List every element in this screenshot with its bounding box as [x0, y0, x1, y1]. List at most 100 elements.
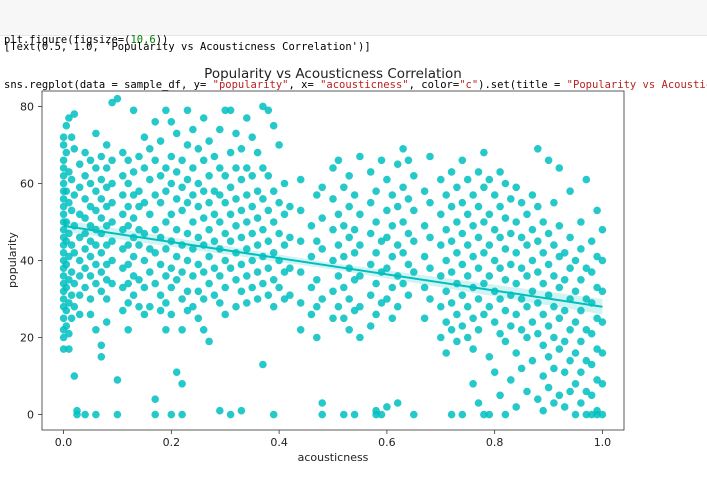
data-point — [259, 164, 267, 172]
data-point — [140, 310, 149, 319]
data-point — [480, 279, 488, 288]
data-point — [334, 302, 343, 311]
data-point — [59, 225, 68, 234]
data-point — [340, 222, 348, 230]
data-point — [178, 268, 186, 276]
data-point — [108, 156, 116, 165]
data-point — [102, 222, 111, 230]
regression-line — [63, 224, 603, 308]
data-point — [350, 306, 359, 315]
data-point — [226, 237, 235, 245]
data-point — [62, 322, 71, 330]
data-point — [129, 272, 138, 280]
data-point — [140, 283, 149, 292]
data-point — [70, 145, 79, 153]
y-tick-label: 40 — [20, 255, 34, 268]
data-point — [544, 156, 553, 165]
data-point — [496, 295, 504, 303]
data-point — [189, 245, 197, 253]
data-point — [437, 302, 445, 311]
data-point — [119, 283, 127, 292]
data-point — [507, 322, 515, 330]
data-point — [167, 179, 176, 188]
data-point — [539, 249, 547, 257]
data-point — [377, 156, 386, 165]
data-point — [474, 399, 483, 407]
data-point — [151, 410, 159, 419]
data-point — [237, 406, 246, 415]
data-point — [442, 225, 451, 234]
data-point — [189, 164, 197, 172]
data-point — [70, 302, 79, 311]
data-point — [507, 260, 515, 269]
data-point — [119, 225, 127, 234]
data-point — [62, 187, 71, 195]
data-point — [81, 229, 89, 238]
data-point — [151, 225, 159, 234]
data-point — [92, 410, 100, 419]
x-tick-label: 0.2 — [163, 436, 181, 449]
data-point — [366, 198, 375, 207]
data-point — [92, 187, 100, 195]
data-point — [65, 168, 73, 176]
data-point — [366, 168, 375, 176]
data-point — [151, 249, 159, 257]
data-point — [156, 260, 165, 269]
data-point — [490, 368, 499, 377]
data-point — [485, 272, 494, 280]
regression-line-path — [63, 224, 603, 308]
data-point — [183, 198, 192, 207]
data-point — [237, 260, 246, 269]
data-point — [463, 302, 472, 311]
data-point — [377, 299, 386, 307]
data-point — [67, 206, 76, 215]
data-point — [113, 376, 122, 384]
y-tick-label: 60 — [20, 177, 34, 190]
data-point — [108, 98, 116, 107]
data-point — [463, 210, 472, 219]
data-point — [560, 368, 569, 377]
data-point — [388, 191, 397, 199]
data-point — [248, 256, 256, 265]
data-point — [129, 252, 138, 261]
data-point — [67, 291, 76, 299]
code-cell[interactable]: plt.figure(figsize=(10,6)) sns.regplot(d… — [0, 0, 707, 91]
data-point — [372, 218, 380, 226]
data-point — [329, 225, 337, 234]
data-point — [81, 264, 89, 272]
data-point — [124, 179, 132, 188]
data-point — [70, 191, 79, 199]
data-point — [237, 175, 246, 184]
data-point — [243, 191, 251, 199]
data-point — [420, 222, 429, 230]
data-point — [598, 380, 607, 388]
data-point — [59, 179, 68, 188]
data-point — [458, 156, 467, 165]
code-token: sns.regplot(data = sample_df, y= — [4, 79, 213, 91]
data-point — [210, 210, 219, 219]
data-point — [517, 233, 526, 242]
data-point — [442, 318, 451, 326]
x-axis-ticks: 0.0 0.2 0.4 0.6 0.8 1.0 — [55, 430, 611, 449]
data-point — [199, 214, 208, 222]
data-point — [296, 237, 305, 245]
data-point — [65, 229, 73, 238]
data-point — [108, 198, 116, 207]
data-point — [437, 175, 445, 184]
data-point — [253, 268, 262, 276]
data-point — [544, 322, 553, 330]
data-point — [587, 329, 596, 338]
data-point — [129, 106, 138, 115]
code-token: ).set(title = — [478, 79, 567, 91]
code-line-1: plt.figure(figsize=(10,6)) — [4, 33, 707, 48]
data-point — [86, 272, 95, 280]
data-point — [528, 191, 537, 199]
data-point — [102, 202, 111, 211]
data-point — [286, 291, 294, 299]
data-point — [162, 218, 170, 226]
data-point — [269, 276, 278, 284]
data-point — [555, 314, 564, 323]
data-point — [587, 360, 596, 369]
data-point — [356, 272, 364, 280]
data-point — [474, 168, 483, 176]
